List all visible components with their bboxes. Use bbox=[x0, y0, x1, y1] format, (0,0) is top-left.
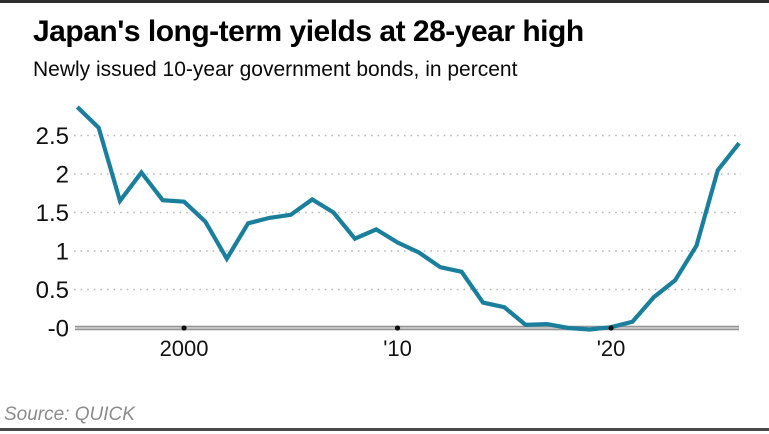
x-tick-label: '10 bbox=[383, 336, 412, 361]
chart-subtitle: Newly issued 10-year government bonds, i… bbox=[33, 58, 518, 81]
y-tick-label: 0.5 bbox=[36, 277, 69, 304]
y-tick-label: 1.5 bbox=[36, 200, 69, 227]
y-tick-label: -0 bbox=[48, 316, 69, 343]
x-tick-dot bbox=[608, 325, 614, 331]
yield-line bbox=[75, 105, 741, 332]
x-tick-dot bbox=[181, 325, 187, 331]
x-tick-label: '20 bbox=[597, 336, 626, 361]
bottom-border-rule bbox=[0, 428, 769, 431]
y-tick-label: 1 bbox=[56, 239, 69, 266]
source-note: Source: QUICK bbox=[4, 404, 135, 425]
x-tick-label: 2000 bbox=[160, 336, 209, 361]
chart-title: Japan's long-term yields at 28-year high bbox=[33, 15, 584, 48]
y-tick-label: 2 bbox=[56, 162, 69, 189]
x-tick-dot bbox=[394, 325, 401, 331]
y-tick-label: 2.5 bbox=[36, 123, 69, 150]
top-border-bar bbox=[0, 0, 769, 3]
